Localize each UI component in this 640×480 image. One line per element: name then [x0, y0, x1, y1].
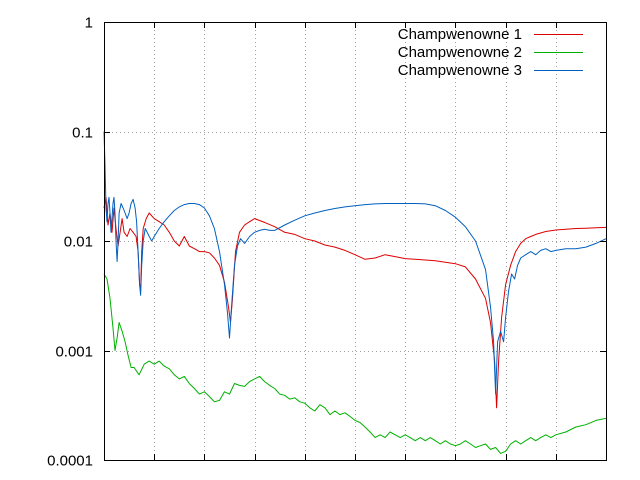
y-tick-label: 0.01 — [64, 234, 93, 251]
series-line-2 — [103, 273, 607, 454]
plot-border — [104, 22, 607, 461]
axes: 1 0.1 0.01 0.001 0.0001 — [47, 15, 607, 470]
y-tick-label: 0.1 — [72, 125, 93, 142]
y-tick-label: 0.001 — [55, 344, 93, 361]
series-lines — [103, 131, 607, 454]
legend-label-1: Champwenowne 1 — [398, 26, 522, 43]
y-tick-label: 1 — [85, 15, 93, 32]
legend-label-2: Champwenowne 2 — [398, 44, 522, 61]
series-line-3 — [103, 131, 607, 395]
legend-label-3: Champwenowne 3 — [398, 62, 522, 79]
y-tick-label: 0.0001 — [47, 453, 93, 470]
